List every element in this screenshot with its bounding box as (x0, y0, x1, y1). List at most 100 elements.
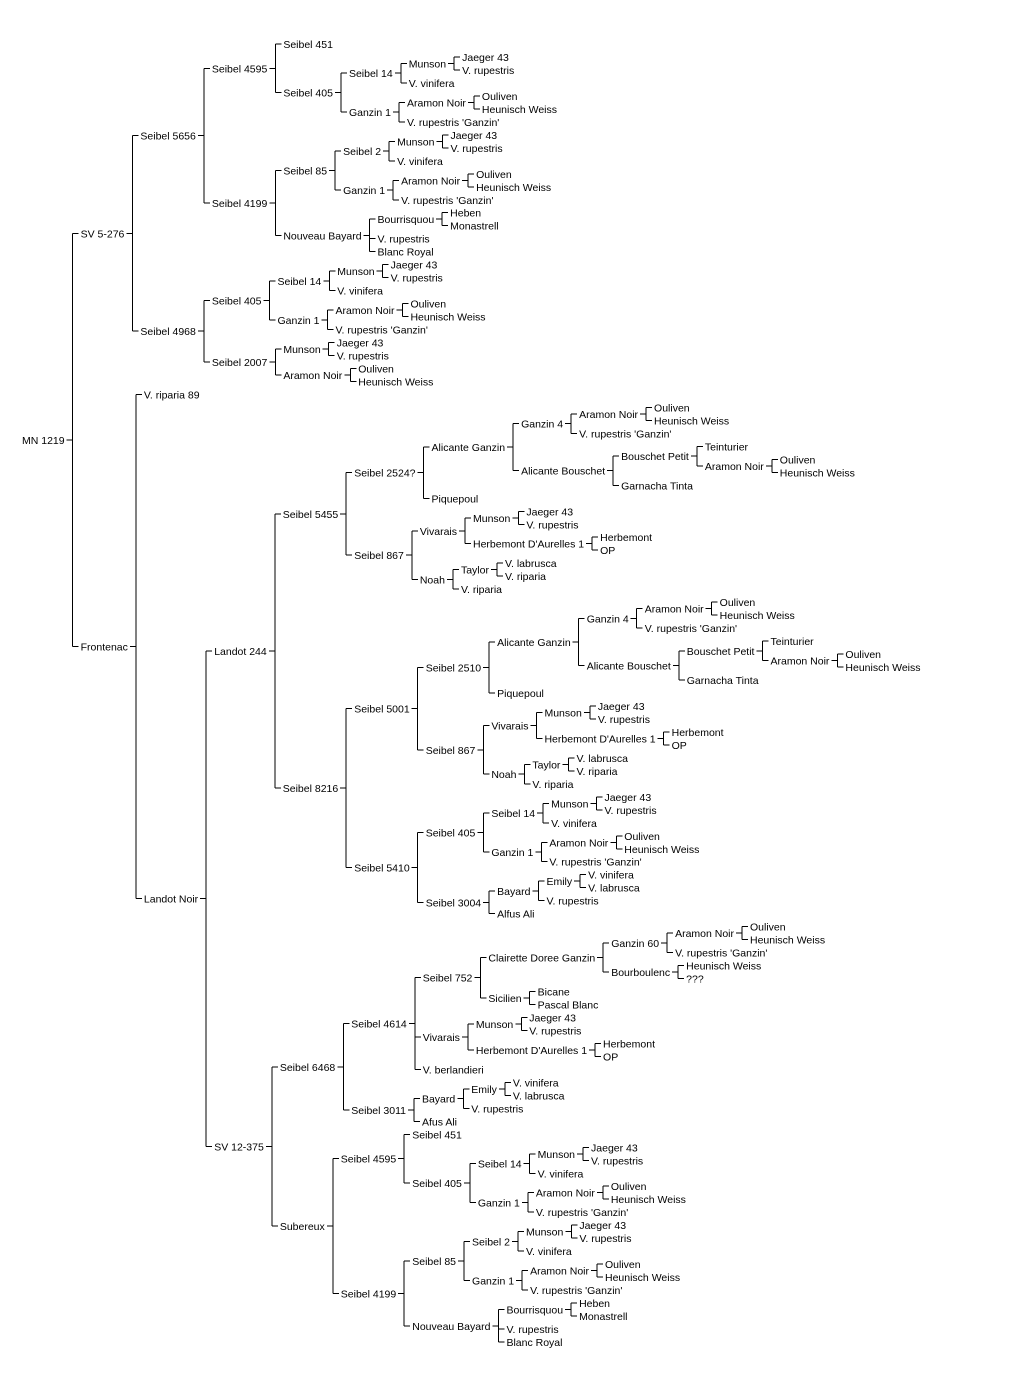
cultivar-label: Munson (526, 1227, 564, 1239)
cultivar-label: Ouliven (482, 91, 518, 103)
cultivar-label: Seibel 85 (412, 1256, 456, 1268)
cultivar-label: V. rupestris (604, 805, 656, 817)
cultivar-label: V. rupestris (378, 234, 430, 246)
cultivar-label: Aramon Noir (336, 305, 395, 317)
cultivar-label: Aramon Noir (401, 175, 460, 187)
cultivar-label: V. riparia (576, 766, 617, 778)
cultivar-label: Emily (546, 876, 572, 888)
cultivar-label: V. rupestris 'Ganzin' (336, 325, 428, 337)
cultivar-label: Ouliven (780, 454, 816, 466)
cultivar-label: Afus Ali (422, 1116, 457, 1128)
cultivar-label: Taylor (532, 759, 561, 771)
cultivar-label: Heunisch Weiss (611, 1194, 686, 1206)
cultivar-label: Aramon Noir (407, 97, 466, 109)
cultivar-label: V. rupestris 'Ganzin' (407, 117, 499, 129)
cultivar-label: Taylor (461, 565, 490, 577)
cultivar-label: Ouliven (750, 922, 786, 934)
cultivar-label: V. rupestris 'Ganzin' (530, 1285, 622, 1297)
cultivar-label: Vivarais (491, 720, 528, 732)
cultivar-label: Seibel 2007 (212, 357, 268, 369)
cultivar-label: Aramon Noir (770, 656, 829, 668)
cultivar-label: Herbemont (600, 532, 652, 544)
cultivar-label: Noah (491, 769, 516, 781)
cultivar-label: Sicilien (488, 993, 521, 1005)
cultivar-label: Nouveau Bayard (283, 230, 361, 242)
cultivar-label: Jaeger 43 (526, 506, 573, 518)
cultivar-label: Emily (471, 1084, 497, 1096)
cultivar-label: Ganzin 60 (611, 938, 659, 950)
cultivar-label: V. vinifera (551, 818, 597, 830)
cultivar-label: V. berlandieri (423, 1064, 484, 1076)
cultivar-label: V. rupestris (462, 65, 514, 77)
cultivar-label: Ouliven (611, 1181, 647, 1193)
cultivar-label: Ouliven (624, 831, 660, 843)
cultivar-label: Seibel 405 (412, 1178, 462, 1190)
cultivar-label: Aramon Noir (536, 1188, 595, 1200)
cultivar-label: Heunisch Weiss (750, 935, 825, 947)
cultivar-label: Heunisch Weiss (605, 1272, 680, 1284)
cultivar-label: MN 1219 (22, 435, 65, 447)
cultivar-label: Munson (337, 266, 375, 278)
cultivar-label: V. labrusca (513, 1090, 565, 1102)
cultivar-label: V. rupestris (546, 896, 598, 908)
cultivar-label: V. vinifera (397, 156, 443, 168)
cultivar-label: V. rupestris (506, 1324, 558, 1336)
cultivar-label: Blanc Royal (378, 247, 434, 259)
cultivar-label: Bayard (422, 1094, 455, 1106)
cultivar-label: Seibel 405 (426, 828, 476, 840)
cultivar-label: Aramon Noir (579, 409, 638, 421)
cultivar-label: Ganzin 1 (349, 107, 391, 119)
cultivar-label: Heunisch Weiss (476, 182, 551, 194)
cultivar-label: V. rupestris (579, 1233, 631, 1245)
cultivar-label: Ganzin 1 (491, 847, 533, 859)
cultivar-label: V. vinifera (513, 1077, 559, 1089)
cultivar-label: V. rupestris 'Ganzin' (675, 948, 767, 960)
cultivar-label: Seibel 867 (354, 550, 404, 562)
cultivar-label: Heunisch Weiss (358, 376, 433, 388)
cultivar-label: Ganzin 1 (478, 1197, 520, 1209)
cultivar-label: V. rupestris (391, 273, 443, 285)
cultivar-label: V. riparia (505, 571, 546, 583)
cultivar-label: Aramon Noir (675, 928, 734, 940)
cultivar-label: Seibel 5656 (140, 131, 196, 143)
cultivar-label: V. vinifera (588, 870, 634, 882)
cultivar-label: Seibel 2510 (426, 662, 482, 674)
cultivar-label: Ouliven (654, 402, 690, 414)
cultivar-label: Jaeger 43 (598, 701, 645, 713)
cultivar-label: Seibel 405 (212, 295, 262, 307)
cultivar-label: Aramon Noir (705, 461, 764, 473)
cultivar-label: Bourboulenc (611, 967, 670, 979)
cultivar-label: V. rupestris 'Ganzin' (645, 623, 737, 635)
cultivar-label: Seibel 2 (343, 146, 381, 158)
cultivar-label: Herbemont (672, 727, 724, 739)
cultivar-label: V. labrusca (576, 753, 628, 765)
cultivar-label: Heunisch Weiss (654, 415, 729, 427)
cultivar-label: V. rupestris 'Ganzin' (549, 857, 641, 869)
cultivar-label: Heunisch Weiss (686, 961, 761, 973)
cultivar-label: Munson (476, 1019, 514, 1031)
cultivar-label: Heunisch Weiss (410, 312, 485, 324)
cultivar-label: Seibel 6468 (280, 1062, 336, 1074)
cultivar-label: Bourrisquou (378, 214, 435, 226)
cultivar-label: V. rupestris (526, 519, 578, 531)
cultivar-label: Seibel 2524? (354, 468, 415, 480)
cultivar-label: Seibel 14 (349, 68, 393, 80)
cultivar-label: V. labrusca (588, 883, 640, 895)
cultivar-label: Ouliven (358, 364, 394, 376)
cultivar-label: Clairette Doree Ganzin (488, 952, 595, 964)
cultivar-label: Seibel 451 (412, 1129, 462, 1141)
cultivar-label: Heunisch Weiss (845, 662, 920, 674)
cultivar-label: Bouschet Petit (621, 451, 689, 463)
cultivar-label: V. riparia (532, 779, 573, 791)
cultivar-label: Jaeger 43 (337, 338, 384, 350)
cultivar-label: Ouliven (845, 649, 881, 661)
cultivar-label: Landot Noir (144, 894, 199, 906)
cultivar-label: V. vinifera (337, 286, 383, 298)
cultivar-label: Bicane (538, 987, 570, 999)
cultivar-label: Seibel 867 (426, 745, 476, 757)
cultivar-label: Seibel 451 (283, 39, 333, 51)
cultivar-label: Monastrell (579, 1311, 627, 1323)
cultivar-label: Landot 244 (214, 646, 267, 658)
cultivar-label: Ganzin 1 (343, 185, 385, 197)
